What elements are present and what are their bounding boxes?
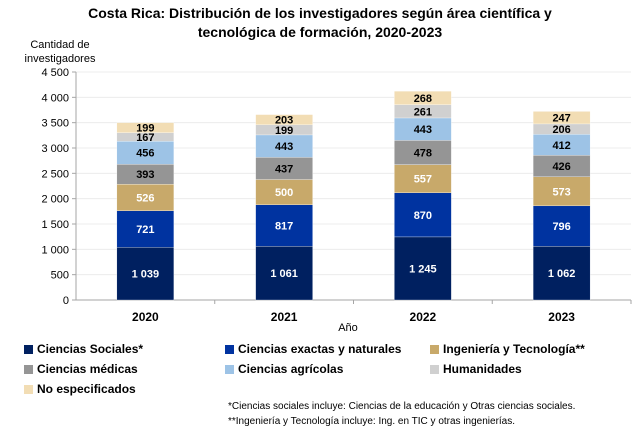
data-label: 721: [136, 224, 154, 236]
data-label: 393: [136, 169, 154, 181]
y-axis-title-line-1: Cantidad de: [30, 39, 90, 51]
legend-swatch: [225, 344, 234, 354]
y-tick-label: 0: [63, 295, 69, 307]
legend-swatch: [225, 364, 234, 374]
bar-segment: [532, 246, 591, 301]
chart-title: Costa Rica: Distribución de los investig…: [60, 4, 580, 42]
y-tick-label: 1 000: [41, 244, 69, 256]
y-tick-label: 2 500: [41, 168, 69, 180]
data-label: 443: [275, 141, 293, 153]
y-tick-label: 1 500: [41, 219, 69, 231]
data-label: 526: [136, 193, 154, 205]
data-label: 870: [414, 210, 432, 222]
bar-segment: [394, 192, 452, 238]
footnotes: *Ciencias sociales incluye: Ciencias de …: [228, 399, 575, 429]
data-label: 437: [275, 163, 293, 175]
legend-label: No especificados: [37, 382, 136, 396]
y-axis-title-line-2: investigadores: [24, 53, 96, 65]
legend-item: Ciencias exactas y naturales: [225, 342, 401, 356]
data-label: 500: [275, 187, 293, 199]
data-label: 557: [414, 174, 432, 186]
x-tick-label: 2022: [410, 310, 437, 324]
data-label: 1 061: [270, 268, 298, 280]
bar-segment: [116, 247, 175, 301]
legend-swatch: [24, 344, 33, 354]
data-label: 478: [414, 148, 432, 160]
data-label: 203: [275, 115, 293, 127]
x-tick-label: 2021: [271, 310, 298, 324]
legend-label: Humanidades: [443, 362, 522, 376]
bar-segment: [394, 236, 452, 301]
legend-label: Ingeniería y Tecnología**: [443, 342, 585, 356]
y-tick-label: 500: [51, 270, 69, 282]
legend-item: No especificados: [24, 382, 136, 396]
y-axis-title: Cantidad de investigadores: [10, 38, 110, 66]
bar-segment: [255, 179, 313, 205]
bar-segment: [255, 204, 313, 247]
bar-segment: [116, 210, 175, 248]
data-label: 443: [414, 124, 432, 136]
data-label: 796: [552, 221, 570, 233]
footnote-engineering: **Ingeniería y Tecnología incluye: Ing. …: [228, 416, 516, 427]
bar-segment: [532, 205, 591, 247]
legend-item: Humanidades: [430, 362, 522, 376]
chart-title-line-1: Costa Rica: Distribución de los investig…: [88, 5, 552, 21]
data-label: 1 245: [409, 263, 437, 275]
footnote-social-sciences: *Ciencias sociales incluye: Ciencias de …: [228, 401, 576, 412]
data-label: 206: [552, 124, 570, 136]
bar-segment: [255, 246, 313, 301]
legend-item: Ciencias Sociales*: [24, 342, 143, 356]
data-label: 817: [275, 221, 293, 233]
bar-segment: [394, 91, 452, 105]
data-label: 268: [414, 93, 432, 105]
data-label: 261: [414, 106, 432, 118]
data-label: 573: [552, 186, 570, 198]
data-label: 456: [136, 148, 154, 160]
x-tick-label: 2020: [132, 310, 159, 324]
y-tick-label: 3 500: [41, 118, 69, 130]
bar-segment: [394, 140, 452, 165]
bar-segment: [532, 176, 591, 207]
bar-segment: [394, 164, 452, 193]
y-tick-label: 2 000: [41, 194, 69, 206]
bar-segment: [116, 122, 175, 133]
y-tick-label: 4 500: [41, 67, 69, 79]
legend-item: Ingeniería y Tecnología**: [430, 342, 585, 356]
legend-label: Ciencias exactas y naturales: [238, 342, 402, 356]
y-tick-label: 3 000: [41, 143, 69, 155]
legend-label: Ciencias agrícolas: [238, 362, 344, 376]
data-label: 426: [552, 161, 570, 173]
chart-title-line-2: tecnológica de formación, 2020-2023: [197, 24, 443, 40]
bar-segment: [532, 111, 591, 125]
data-label: 1 062: [548, 268, 576, 280]
y-tick-label: 4 000: [41, 92, 69, 104]
x-axis-ticks: 2020 2021 2022 2023: [132, 300, 632, 324]
legend-item: Ciencias médicas: [24, 362, 138, 376]
data-label: 199: [275, 125, 293, 137]
bar-segment: [255, 114, 313, 125]
legend-swatch: [430, 344, 439, 354]
legend-swatch: [430, 364, 439, 374]
legend-label: Ciencias Sociales*: [37, 342, 144, 356]
legend-swatch: [24, 384, 33, 394]
data-label: 412: [552, 140, 570, 152]
data-label: 247: [552, 113, 570, 125]
legend-item: Ciencias agrícolas: [225, 362, 343, 376]
data-label: 199: [136, 123, 154, 135]
data-label: 1 039: [132, 269, 160, 281]
x-axis-title: Año: [338, 322, 358, 334]
legend-label: Ciencias médicas: [37, 362, 138, 376]
data-label: 167: [136, 132, 154, 144]
x-tick-label: 2023: [548, 310, 575, 324]
legend-swatch: [24, 364, 33, 374]
chart-plot-area: 0 500 1 000 1 500 2 000 2 500 3 000 3 500 4 000 4…: [41, 67, 632, 334]
